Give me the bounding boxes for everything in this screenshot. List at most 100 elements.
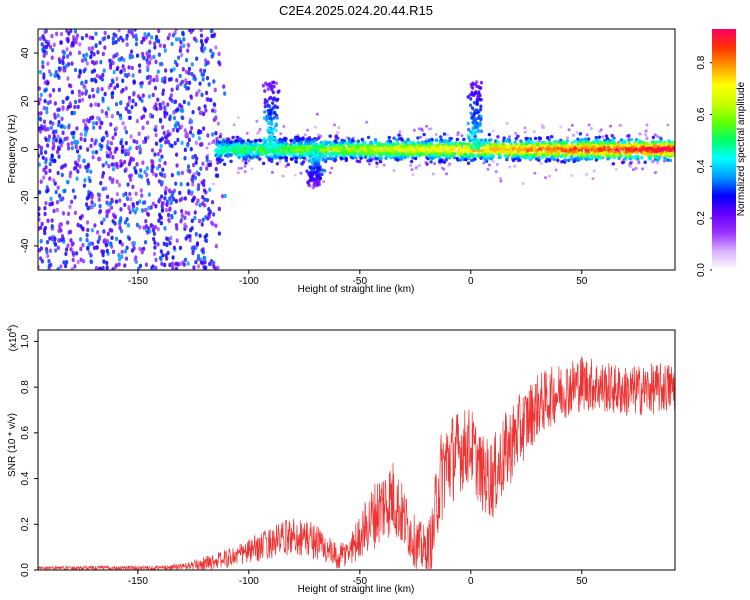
heatmap-cell: [111, 177, 115, 182]
heatmap-cell: [666, 123, 670, 127]
heatmap-cell: [614, 152, 618, 157]
heatmap-cell: [170, 41, 174, 47]
heatmap-cell: [309, 157, 313, 161]
heatmap-cell: [464, 144, 468, 149]
heatmap-cell: [482, 161, 486, 165]
heatmap-cell: [120, 89, 124, 94]
heatmap-cell: [636, 154, 640, 158]
heatmap-cell: [591, 177, 595, 181]
heatmap-cell: [64, 251, 68, 257]
heatmap-cell: [92, 77, 97, 82]
heatmap-cell: [550, 156, 555, 160]
heatmap-cell: [181, 108, 185, 113]
heatmap-cell: [272, 116, 276, 120]
y-tick-label: 0.0: [20, 563, 31, 577]
heatmap-cell: [434, 138, 439, 143]
heatmap-cell: [291, 152, 296, 156]
heatmap-cell: [128, 177, 133, 182]
heatmap-cell: [311, 168, 315, 173]
heatmap-cell: [332, 123, 336, 127]
heatmap-cell: [40, 42, 44, 47]
heatmap-cell: [310, 161, 314, 165]
heatmap-cell: [194, 232, 198, 237]
heatmap-cell: [132, 80, 136, 85]
heatmap-cell: [396, 158, 400, 162]
heatmap-cell: [154, 124, 158, 130]
heatmap-cell: [45, 239, 50, 245]
heatmap-cell: [118, 219, 122, 225]
heatmap-cell: [216, 121, 220, 126]
heatmap-cell: [76, 222, 80, 228]
heatmap-cell: [163, 262, 167, 268]
heatmap-cell: [49, 196, 53, 201]
heatmap-cell: [255, 119, 259, 123]
heatmap-cell: [226, 137, 231, 142]
heatmap-cell: [61, 236, 65, 242]
heatmap-cell: [612, 145, 617, 150]
heatmap-cell: [368, 162, 372, 166]
heatmap-cell: [235, 138, 239, 143]
heatmap-cell: [83, 84, 87, 90]
heatmap-cell: [473, 137, 477, 141]
heatmap-cell: [173, 123, 177, 128]
heatmap-cell: [53, 101, 57, 106]
heatmap-cell: [55, 207, 59, 213]
heatmap-cell: [344, 157, 349, 161]
heatmap-cell: [204, 238, 209, 244]
heatmap-cell: [38, 111, 41, 116]
heatmap-cell: [127, 72, 131, 77]
heatmap-cell: [470, 133, 474, 137]
heatmap-cell: [104, 130, 109, 135]
heatmap-cell: [349, 155, 353, 159]
heatmap-cell: [476, 129, 480, 133]
heatmap-cell: [198, 203, 202, 208]
heatmap-cell: [127, 161, 132, 167]
heatmap-cell: [560, 148, 565, 152]
heatmap-cell: [175, 226, 179, 231]
heatmap-cell: [89, 103, 93, 108]
heatmap-cell: [514, 131, 518, 135]
heatmap-cell: [428, 143, 432, 148]
heatmap-cell: [171, 265, 175, 270]
heatmap-cell: [359, 146, 363, 151]
heatmap-cell: [84, 164, 88, 170]
heatmap-cell: [328, 152, 333, 157]
heatmap-cell: [446, 133, 450, 137]
heatmap-cell: [261, 83, 265, 88]
heatmap-cell: [150, 114, 155, 119]
heatmap-cell: [442, 153, 447, 158]
heatmap-cell: [466, 161, 471, 165]
heatmap-cell: [89, 259, 94, 265]
heatmap-cell: [60, 116, 64, 121]
heatmap-cell: [38, 36, 42, 41]
heatmap-cell: [259, 144, 264, 148]
heatmap-cell: [70, 141, 74, 146]
heatmap-cell: [274, 128, 278, 133]
y-tick-label: -40: [20, 238, 31, 253]
heatmap-cell: [473, 145, 478, 149]
heatmap-cell: [44, 150, 48, 155]
heatmap-cell: [616, 140, 620, 144]
snr-x-axis-title: Height of straight line (km): [298, 584, 415, 595]
heatmap-cell: [175, 163, 179, 168]
heatmap-cell: [468, 93, 472, 97]
heatmap-cell: [563, 158, 568, 162]
heatmap-cell: [71, 257, 75, 263]
heatmap-cell: [654, 149, 659, 154]
heatmap-cell: [94, 43, 98, 49]
heatmap-cell: [535, 149, 539, 153]
heatmap-cell: [499, 144, 503, 149]
heatmap-cell: [78, 237, 83, 242]
heatmap-cell: [158, 61, 162, 67]
heatmap-cell: [102, 136, 106, 141]
heatmap-cell: [650, 160, 654, 164]
heatmap-cell: [219, 149, 223, 154]
heatmap-cell: [219, 141, 223, 145]
heatmap-cell: [166, 102, 170, 107]
heatmap-cell: [42, 49, 46, 54]
heatmap-cell: [186, 43, 191, 48]
heatmap-cell: [138, 68, 142, 74]
heatmap-cell: [504, 154, 508, 159]
snr-exponent-close: ): [8, 325, 19, 328]
heatmap-cell: [167, 77, 172, 82]
